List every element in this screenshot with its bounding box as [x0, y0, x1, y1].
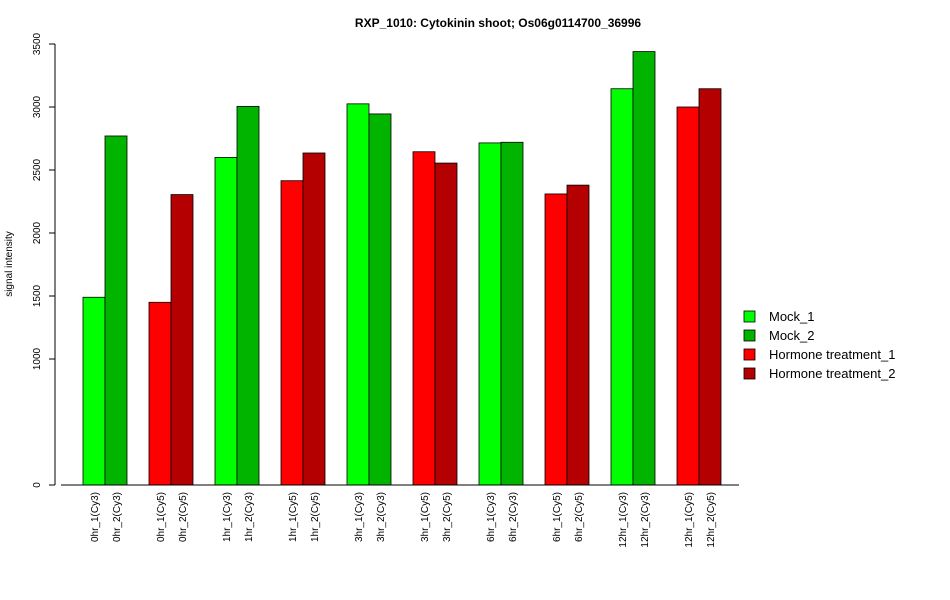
bar: [610, 88, 634, 486]
x-tick-label: 0hr_1(Cy5): [156, 492, 167, 542]
bar: [698, 88, 722, 486]
x-tick-label: 1hr_1(Cy5): [288, 492, 299, 542]
chart-title: RXP_1010: Cytokinin shoot; Os06g0114700_…: [355, 16, 641, 30]
x-tick-label: 12hr_2(Cy3): [640, 492, 651, 548]
bars: [82, 51, 722, 486]
x-tick-label: 12hr_2(Cy5): [706, 492, 717, 548]
x-tick-label: 3hr_1(Cy3): [354, 492, 365, 542]
y-tick-label: 1500: [32, 284, 43, 307]
x-tick-label: 6hr_2(Cy5): [574, 492, 585, 542]
y-tick-label: 2500: [32, 158, 43, 181]
bar: [236, 105, 260, 486]
legend-label: Hormone treatment_2: [769, 366, 895, 381]
legend-label: Mock_2: [769, 328, 815, 343]
bar: [104, 135, 128, 486]
y-tick-label: 3500: [32, 32, 43, 55]
bar: [82, 296, 106, 486]
legend-label: Mock_1: [769, 309, 815, 324]
y-tick-label: 3000: [32, 95, 43, 118]
x-tick-label: 12hr_1(Cy3): [618, 492, 629, 548]
x-tick-label: 0hr_1(Cy3): [90, 492, 101, 542]
x-tick-label: 1hr_1(Cy3): [222, 492, 233, 542]
bar: [676, 106, 700, 486]
bar: [500, 141, 524, 486]
x-tick-label: 6hr_2(Cy3): [508, 492, 519, 542]
bar: [632, 51, 656, 486]
legend: Mock_1 Mock_2 Hormone treatment_1 Hormone t…: [743, 309, 895, 381]
y-axis-label: signal intensity: [4, 231, 15, 297]
x-tick-label: 6hr_1(Cy3): [486, 492, 497, 542]
legend-swatch: [743, 348, 756, 361]
legend-label: Hormone treatment_1: [769, 347, 895, 362]
bar: [566, 184, 590, 486]
bar: [412, 151, 436, 486]
bar: [544, 193, 568, 486]
x-tick-label: 1hr_2(Cy3): [244, 492, 255, 542]
bar: [280, 180, 304, 486]
y-axis: 0 1000 1500 2000 2500 3000 3500: [32, 32, 56, 488]
x-tick-label: 0hr_2(Cy5): [178, 492, 189, 542]
bar: [346, 103, 370, 486]
legend-swatch: [743, 310, 756, 323]
y-tick-label: 1000: [32, 347, 43, 370]
x-tick-label: 3hr_2(Cy3): [376, 492, 387, 542]
bar: [434, 162, 458, 486]
x-tick-label: 0hr_2(Cy3): [112, 492, 123, 542]
legend-swatch: [743, 329, 756, 342]
bar: [368, 113, 392, 486]
y-tick-label: 0: [32, 482, 43, 488]
x-tick-label: 6hr_1(Cy5): [552, 492, 563, 542]
x-tick-label: 1hr_2(Cy5): [310, 492, 321, 542]
bar: [302, 152, 326, 486]
x-tick-label: 3hr_1(Cy5): [420, 492, 431, 542]
x-tick-label: 12hr_1(Cy5): [684, 492, 695, 548]
bar: [148, 301, 172, 486]
x-axis: 0hr_1(Cy3) 0hr_2(Cy3) 0hr_1(Cy5) 0hr_2(Cy5)…: [61, 484, 739, 548]
x-tick-label: 3hr_2(Cy5): [442, 492, 453, 542]
y-tick-label: 2000: [32, 221, 43, 244]
bar: [478, 142, 502, 486]
bar: [214, 156, 238, 486]
legend-swatch: [743, 367, 756, 380]
bar: [170, 194, 194, 486]
